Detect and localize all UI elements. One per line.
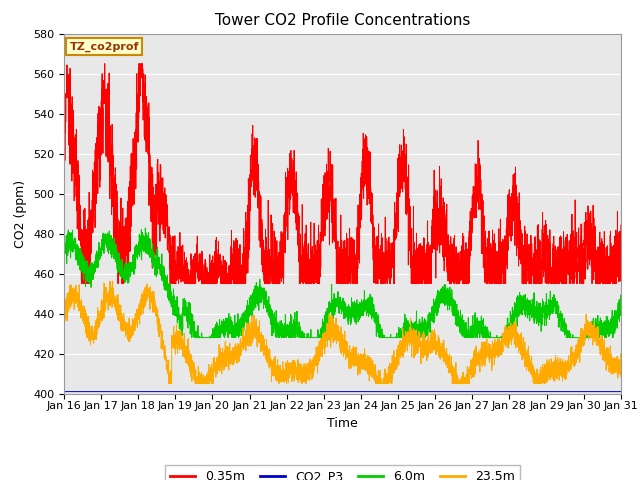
Text: TZ_co2prof: TZ_co2prof <box>70 42 139 52</box>
X-axis label: Time: Time <box>327 417 358 430</box>
Title: Tower CO2 Profile Concentrations: Tower CO2 Profile Concentrations <box>214 13 470 28</box>
Y-axis label: CO2 (ppm): CO2 (ppm) <box>15 180 28 248</box>
Legend: 0.35m, CO2_P3, 6.0m, 23.5m: 0.35m, CO2_P3, 6.0m, 23.5m <box>165 465 520 480</box>
